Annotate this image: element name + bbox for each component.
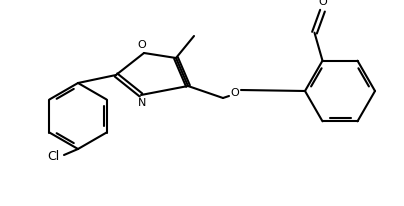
Text: O: O (138, 40, 146, 50)
Text: N: N (138, 98, 146, 108)
Text: Cl: Cl (48, 151, 60, 164)
Text: O: O (318, 0, 327, 7)
Text: O: O (231, 88, 240, 98)
